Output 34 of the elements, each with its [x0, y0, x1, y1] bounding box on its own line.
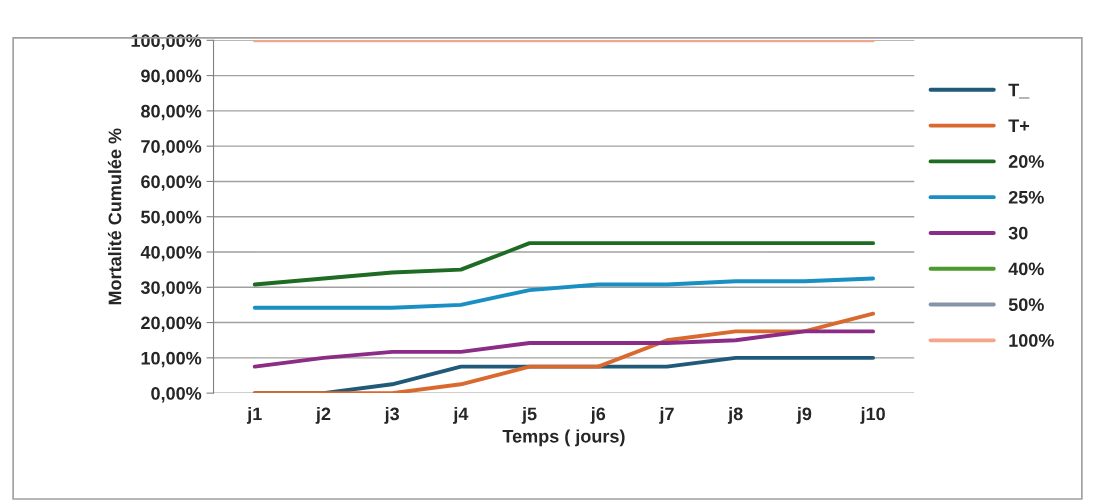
x-axis-title: Temps ( jours) [502, 429, 625, 447]
x-tick-label: j10 [860, 407, 885, 424]
legend-label: 40% [1008, 262, 1044, 276]
legend-label: 100% [1009, 334, 1054, 347]
x-tick-label: j6 [590, 407, 606, 424]
x-tick-label: j4 [453, 407, 469, 424]
legend-label: T_ [1008, 83, 1030, 99]
legend-label: 50% [1008, 298, 1044, 312]
line-series [252, 241, 876, 287]
x-tick-label: j1 [246, 407, 262, 424]
y-tick-label: 40,00% [140, 245, 202, 262]
line-series [252, 329, 876, 369]
y-tick-label: 20,00% [141, 316, 202, 332]
y-tick-label: 90,00% [141, 69, 202, 85]
y-tick-label: 60,00% [141, 175, 202, 191]
legend-label: T+ [1008, 119, 1030, 132]
line-series [252, 276, 876, 310]
y-tick-label: 30,00% [140, 281, 202, 297]
x-tick-label: j7 [659, 407, 674, 424]
x-tick-label: j2 [315, 407, 331, 424]
x-tick-label: j3 [384, 407, 400, 424]
legend-label: 25% [1008, 190, 1044, 204]
y-axis-title: Mortalité Cumulée % [107, 128, 122, 305]
y-tick-label: 0,00% [151, 387, 202, 403]
y-tick-label: 10,00% [141, 351, 202, 368]
x-tick-label: j8 [727, 407, 743, 424]
x-tick-label: j9 [796, 407, 812, 424]
line-series [252, 311, 876, 394]
y-tick-label: 50,00% [141, 210, 202, 227]
y-tick-label: 80,00% [141, 104, 202, 121]
legend-label: 20% [1008, 155, 1044, 168]
x-tick-label: j5 [521, 407, 537, 424]
legend-label: 30 [1008, 226, 1028, 240]
y-tick-label: 70,00% [141, 140, 202, 156]
